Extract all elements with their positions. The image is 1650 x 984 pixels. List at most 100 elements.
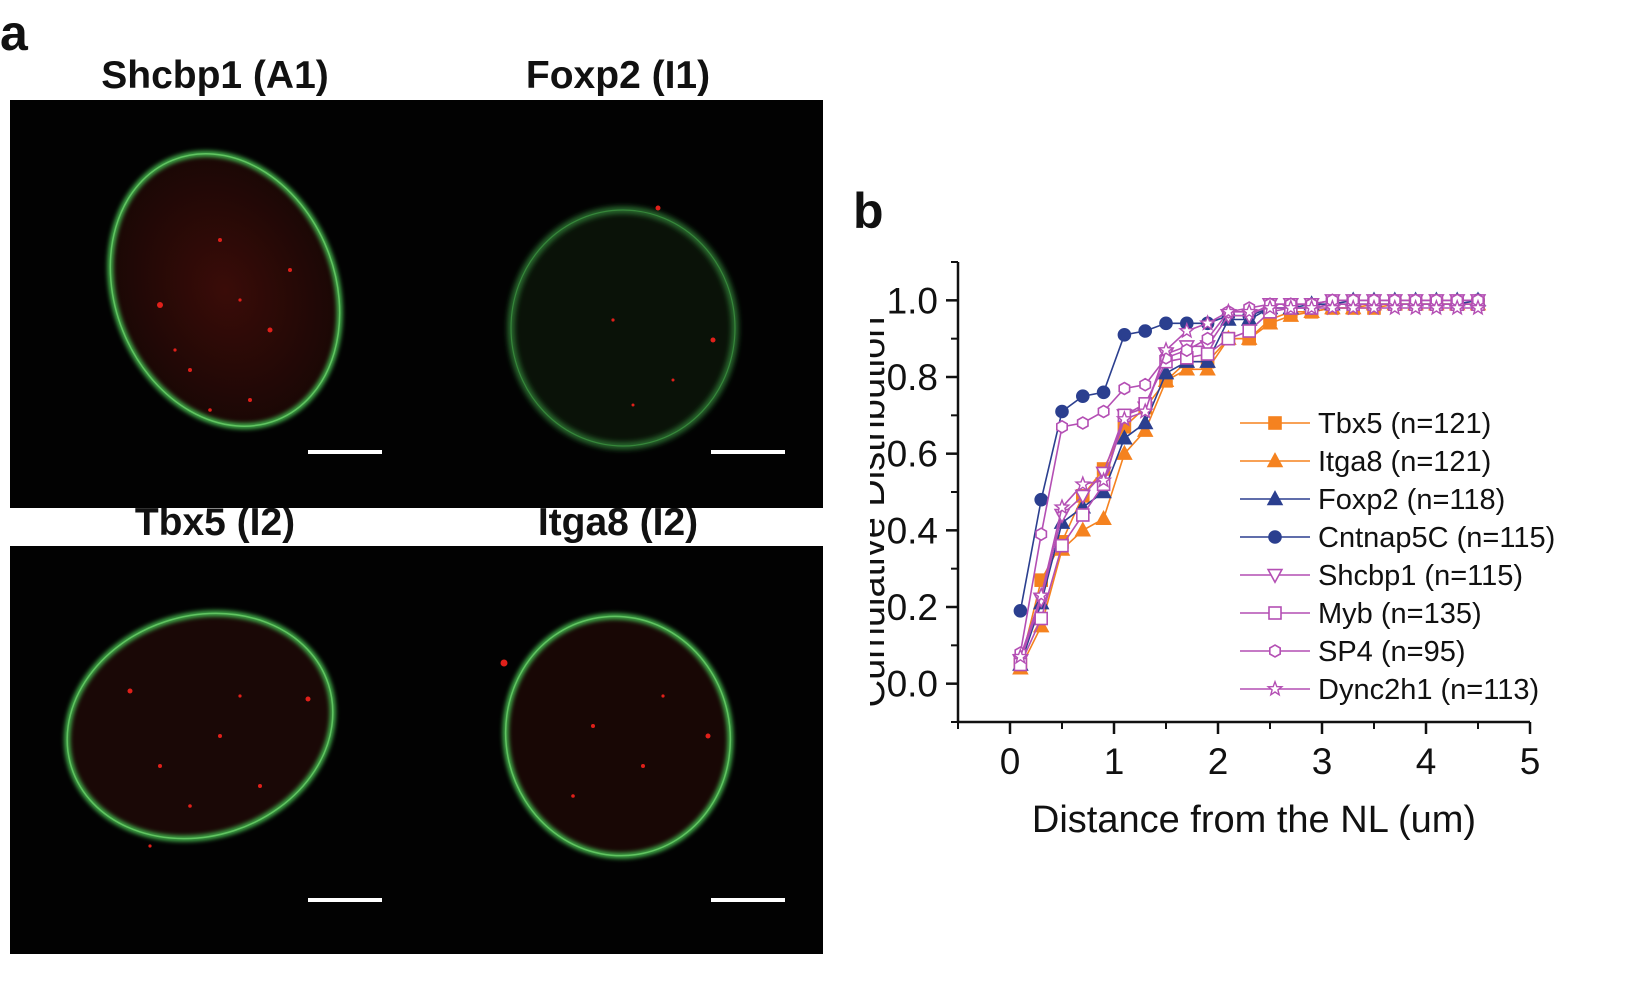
data-point bbox=[1242, 324, 1257, 338]
data-point bbox=[1159, 316, 1173, 331]
data-point bbox=[1055, 538, 1069, 553]
data-point bbox=[1136, 421, 1154, 437]
data-point bbox=[1117, 328, 1132, 342]
data-point bbox=[1268, 644, 1282, 658]
data-point bbox=[1386, 298, 1404, 316]
y-tick-label: 0.6 bbox=[887, 434, 938, 475]
data-point bbox=[1074, 521, 1092, 537]
y-tick-label: 0.2 bbox=[887, 587, 938, 628]
data-point bbox=[1076, 389, 1090, 403]
scale-bar bbox=[711, 450, 785, 454]
x-tick-label: 4 bbox=[1416, 741, 1437, 782]
legend-label: Itga8 (n=121) bbox=[1318, 446, 1491, 478]
data-point bbox=[1035, 527, 1048, 542]
data-point bbox=[1053, 508, 1071, 524]
data-point bbox=[1268, 606, 1282, 620]
legend-label: SP4 (n=95) bbox=[1318, 636, 1466, 668]
image-title-shcbp1: Shcbp1 (A1) bbox=[101, 54, 329, 97]
data-point bbox=[1116, 429, 1133, 445]
data-point bbox=[1139, 377, 1152, 392]
data-point bbox=[1344, 298, 1362, 316]
y-tick-label: 1.0 bbox=[887, 280, 938, 321]
data-point bbox=[1076, 508, 1090, 522]
data-point bbox=[1178, 360, 1196, 376]
legend-item: SP4 (n=95) bbox=[1240, 636, 1466, 668]
data-point bbox=[1302, 298, 1321, 316]
cumulative-distribution-chart: 0.0 0.2 0.4 0.6 0.8 1.0 0 1 2 3 4 5 Distance from th… bbox=[870, 261, 1555, 841]
data-point bbox=[1097, 404, 1110, 419]
data-point bbox=[1074, 475, 1092, 492]
data-point bbox=[1448, 298, 1466, 316]
data-point bbox=[1157, 341, 1175, 358]
data-point bbox=[1261, 298, 1279, 316]
x-tick-label: 0 bbox=[1000, 741, 1021, 782]
image-title-foxp2: Foxp2 (I1) bbox=[525, 54, 711, 97]
x-tick-label: 1 bbox=[1104, 741, 1125, 782]
data-point bbox=[1055, 404, 1069, 419]
legend-label: Cntnap5C (n=115) bbox=[1318, 522, 1555, 554]
microscopy-image-foxp2 bbox=[413, 100, 823, 508]
data-point bbox=[1053, 498, 1071, 515]
data-point bbox=[1136, 402, 1154, 419]
data-point bbox=[1266, 679, 1284, 697]
data-point bbox=[1076, 416, 1089, 430]
x-tick-label: 5 bbox=[1520, 741, 1541, 782]
data-point bbox=[1266, 452, 1284, 468]
data-point bbox=[1221, 331, 1236, 346]
data-point bbox=[1056, 419, 1068, 434]
y-tick-label: 0.0 bbox=[887, 664, 938, 705]
data-point bbox=[1219, 302, 1238, 320]
legend-item: Tbx5 (n=121) bbox=[1240, 408, 1491, 440]
data-point bbox=[1116, 444, 1133, 460]
data-point bbox=[1096, 385, 1111, 400]
data-point bbox=[1011, 647, 1030, 665]
data-point bbox=[1180, 343, 1193, 358]
data-point bbox=[1469, 298, 1487, 316]
data-point bbox=[1136, 414, 1154, 430]
series-dync2h1 bbox=[1011, 298, 1487, 665]
panel-a-label: a bbox=[0, 5, 28, 61]
data-point bbox=[1115, 410, 1134, 427]
image-title-tbx5: Tbx5 (I2) bbox=[134, 501, 296, 544]
data-point bbox=[1261, 314, 1279, 330]
microscopy-image-itga8 bbox=[413, 546, 823, 954]
legend-label: Dync2h1 (n=113) bbox=[1318, 674, 1539, 706]
microscopy-image-shcbp1 bbox=[10, 100, 420, 508]
data-point bbox=[1198, 314, 1217, 331]
legend-item: Shcbp1 (n=115) bbox=[1240, 560, 1523, 592]
legend-item: Myb (n=135) bbox=[1240, 598, 1482, 630]
data-point bbox=[1427, 298, 1446, 316]
data-point bbox=[1034, 611, 1048, 626]
scale-bar bbox=[711, 898, 785, 902]
data-point bbox=[1200, 347, 1215, 361]
data-point bbox=[1282, 298, 1300, 316]
data-point bbox=[1032, 586, 1050, 603]
scale-bar bbox=[308, 898, 382, 902]
data-point bbox=[1074, 489, 1092, 505]
legend-label: Shcbp1 (n=115) bbox=[1318, 560, 1523, 592]
data-point bbox=[1266, 490, 1284, 506]
x-axis-title: Distance from the NL (um) bbox=[1032, 799, 1476, 841]
legend-label: Tbx5 (n=121) bbox=[1318, 408, 1491, 440]
data-point bbox=[1268, 530, 1282, 544]
scale-bar bbox=[308, 450, 382, 454]
data-point bbox=[1240, 302, 1258, 320]
legend-item: Dync2h1 (n=113) bbox=[1240, 674, 1539, 706]
y-axis-title: Cumulative Distribution bbox=[870, 317, 893, 708]
data-point bbox=[1266, 568, 1284, 584]
x-tick-label: 2 bbox=[1208, 741, 1229, 782]
y-tick-label: 0.8 bbox=[887, 357, 938, 398]
legend-item: Cntnap5C (n=115) bbox=[1240, 522, 1555, 554]
legend-item: Itga8 (n=121) bbox=[1240, 446, 1491, 478]
image-title-itga8: Itga8 (I2) bbox=[537, 501, 699, 544]
legend-label: Myb (n=135) bbox=[1318, 598, 1482, 630]
data-point bbox=[1178, 321, 1196, 339]
data-point bbox=[1138, 324, 1153, 338]
legend-label: Foxp2 (n=118) bbox=[1318, 484, 1505, 516]
data-point bbox=[1094, 471, 1113, 488]
y-tick-label: 0.4 bbox=[887, 510, 938, 551]
microscopy-image-tbx5 bbox=[10, 546, 420, 954]
data-point bbox=[1323, 298, 1342, 316]
data-point bbox=[1268, 416, 1282, 430]
data-point bbox=[1013, 604, 1028, 618]
